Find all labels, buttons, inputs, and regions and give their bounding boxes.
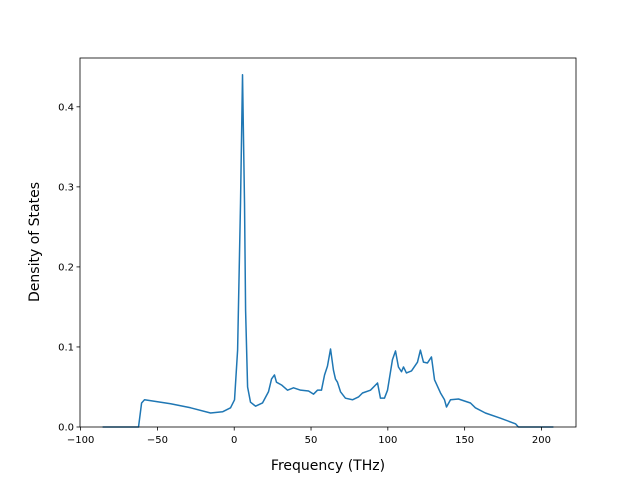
data-line — [102, 74, 554, 428]
x-tick-label: 100 — [378, 435, 397, 446]
axes-frame — [79, 57, 577, 428]
y-tick-label: 0.0 — [58, 423, 74, 434]
x-tick-label: 200 — [532, 435, 551, 446]
y-tick-label: 0.1 — [58, 342, 74, 353]
x-tick-label: −100 — [67, 435, 94, 446]
x-tick-label: −50 — [147, 435, 168, 446]
y-tick-label: 0.2 — [58, 262, 74, 273]
y-axis-label: Density of States — [27, 182, 43, 302]
y-tick-label: 0.4 — [58, 102, 74, 113]
x-tick-label: 150 — [455, 435, 474, 446]
x-tick-label: 0 — [231, 435, 237, 446]
y-tick-label: 0.3 — [58, 182, 74, 193]
x-axis-label: Frequency (THz) — [271, 458, 385, 474]
x-tick-label: 50 — [305, 435, 318, 446]
